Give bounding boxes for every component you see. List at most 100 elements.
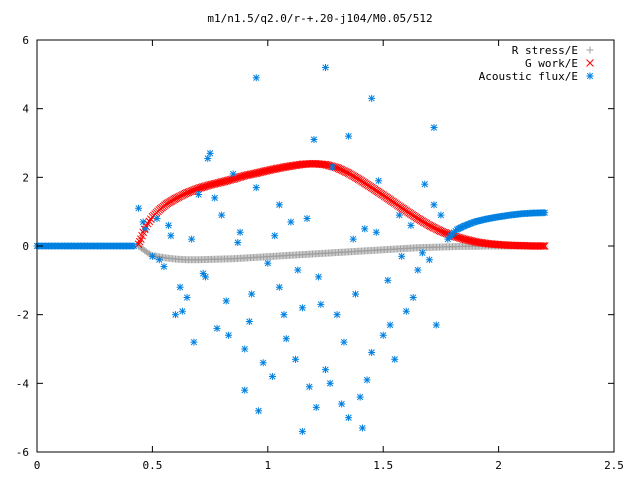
data-point	[194, 184, 203, 193]
legend-label: G work/E	[525, 57, 578, 70]
data-point	[361, 225, 369, 233]
data-point	[356, 393, 364, 401]
data-point	[352, 290, 360, 298]
data-point	[305, 383, 313, 391]
y-tick-label: 0	[22, 240, 29, 253]
data-point	[458, 234, 467, 243]
data-point	[539, 242, 548, 250]
data-point	[234, 239, 242, 247]
data-point	[407, 221, 415, 229]
data-point	[421, 180, 429, 188]
data-point	[241, 345, 249, 353]
data-point	[199, 183, 207, 191]
data-point	[395, 211, 403, 219]
data-point	[340, 338, 348, 346]
data-point	[322, 63, 329, 71]
data-point	[204, 154, 212, 162]
data-point	[153, 215, 161, 223]
data-point	[211, 194, 219, 202]
data-point	[204, 181, 213, 190]
data-point	[368, 348, 376, 356]
data-point	[165, 221, 173, 229]
data-point	[324, 161, 333, 170]
x-tick-label: 1.5	[373, 459, 393, 472]
data-point	[130, 242, 138, 250]
data-point	[326, 379, 334, 387]
data-point	[147, 215, 155, 223]
data-point	[229, 170, 237, 178]
legend-marker	[586, 72, 594, 80]
data-point	[358, 424, 366, 432]
data-point	[315, 273, 323, 281]
data-point	[425, 256, 433, 264]
x-tick-label: 0	[34, 459, 41, 472]
x-tick-label: 2.5	[604, 459, 624, 472]
data-point	[197, 183, 206, 192]
data-point	[236, 173, 245, 181]
data-point	[213, 324, 221, 332]
data-point	[203, 181, 212, 190]
data-point	[322, 366, 329, 374]
data-point	[196, 184, 204, 192]
data-point	[252, 74, 260, 82]
data-point	[223, 176, 232, 185]
data-point	[214, 178, 223, 187]
data-point	[190, 338, 198, 346]
data-point	[193, 185, 201, 193]
data-point	[333, 311, 341, 319]
data-point	[280, 311, 288, 319]
data-point	[222, 177, 230, 185]
data-point	[368, 94, 376, 102]
axes: 0 0.5 1 1.5 2 2.5 -6 -4 -2 0 2 4 6	[16, 34, 624, 472]
data-point	[167, 232, 175, 240]
data-point	[176, 283, 184, 291]
data-point	[248, 290, 256, 298]
data-point	[298, 427, 306, 435]
data-point	[144, 249, 152, 257]
data-point	[236, 228, 244, 236]
data-point	[540, 242, 549, 250]
data-point	[282, 335, 290, 343]
data-point	[178, 307, 186, 315]
legend-marker	[586, 59, 594, 67]
data-point	[432, 321, 440, 329]
data-point	[418, 249, 426, 257]
data-point	[384, 276, 392, 284]
data-point	[145, 217, 154, 226]
data-point	[135, 237, 144, 246]
y-tick-label: 4	[22, 103, 29, 116]
data-point	[139, 218, 147, 226]
data-point	[298, 304, 306, 312]
data-point	[201, 182, 210, 191]
y-tick-label: -2	[16, 309, 29, 322]
data-point	[363, 376, 371, 384]
data-point	[321, 160, 330, 169]
legend-label: Acoustic flux/E	[479, 70, 578, 83]
data-point	[414, 266, 422, 274]
data-point	[241, 386, 249, 394]
data-point	[160, 263, 168, 271]
data-point	[317, 300, 325, 308]
data-point	[183, 294, 191, 301]
data-point	[264, 259, 272, 267]
data-point	[538, 242, 546, 250]
data-point	[303, 215, 311, 223]
data-point	[252, 184, 260, 192]
data-point	[200, 182, 209, 191]
series-g-work	[134, 159, 549, 250]
data-point	[291, 355, 299, 363]
data-point	[312, 403, 320, 411]
data-point	[310, 136, 318, 144]
chart-title: m1/n1.5/q2.0/r-+.20-j104/M0.05/512	[207, 12, 432, 25]
data-point	[457, 234, 465, 243]
data-point	[391, 355, 399, 363]
data-point	[216, 178, 225, 187]
data-point	[430, 201, 438, 209]
data-point	[255, 407, 263, 415]
data-point	[171, 311, 179, 319]
data-point	[217, 178, 226, 186]
data-point	[218, 211, 226, 219]
data-point	[135, 204, 143, 212]
